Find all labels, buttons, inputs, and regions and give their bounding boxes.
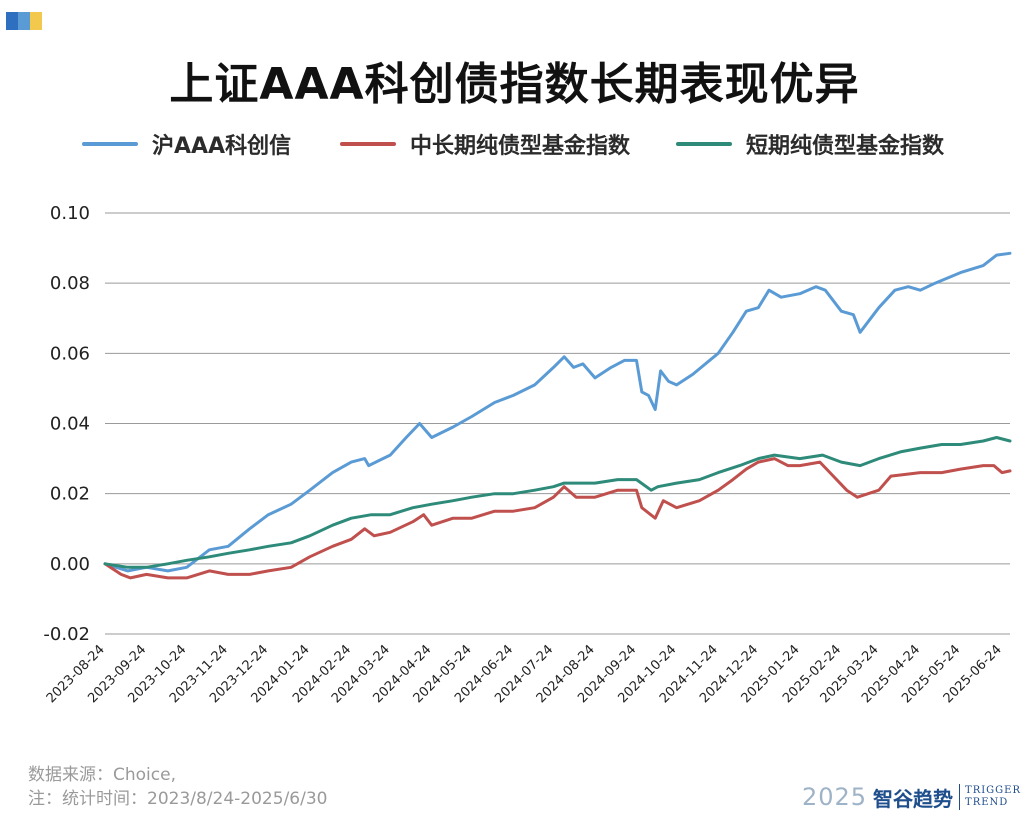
- y-tick-label: 0.08: [50, 273, 90, 294]
- x-axis-ticks: 2023-08-242023-09-242023-10-242023-11-24…: [44, 642, 1005, 706]
- corner-block-3: [30, 12, 42, 30]
- time-range-note: 注：统计时间：2023/8/24-2025/6/30: [28, 789, 328, 809]
- corner-block-1: [6, 12, 18, 30]
- series-line-1: [103, 251, 1012, 573]
- data-source-note: 数据来源：Choice,: [28, 765, 176, 785]
- brand-name-en-line-2: TREND: [965, 797, 1009, 808]
- corner-decoration: [6, 12, 42, 30]
- brand-name-en: TRIGGER TREND: [965, 785, 1021, 809]
- brand-logo: 2025 智谷趋势 TRIGGER TREND: [802, 781, 1021, 813]
- legend-label-series-2: 中长期纯债型基金指数: [410, 134, 631, 159]
- y-axis-ticks: -0.02 0.00 0.02 0.04 0.06 0.08 0.10: [43, 203, 90, 645]
- brand-year: 2025: [801, 783, 868, 811]
- brand-name-en-line-1: TRIGGER: [965, 785, 1021, 796]
- grid-lines: [105, 212, 1010, 635]
- chart-legend: 沪AAA科创信 中长期纯债型基金指数 短期纯债型基金指数: [0, 128, 1029, 160]
- brand-divider: [959, 784, 961, 810]
- y-tick-label: 0.02: [50, 484, 90, 505]
- legend-label-series-3: 短期纯债型基金指数: [746, 134, 945, 159]
- legend-item-series-3: 短期纯债型基金指数: [676, 128, 944, 160]
- legend-item-series-1: 沪AAA科创信: [82, 128, 291, 160]
- series-lines: [103, 251, 1012, 580]
- series-line-2: [103, 457, 1012, 580]
- legend-label-series-1: 沪AAA科创信: [152, 134, 292, 159]
- legend-swatch-series-2: [340, 142, 396, 146]
- y-tick-label: 0.04: [50, 414, 90, 435]
- brand-name-cn: 智谷趋势: [873, 786, 954, 811]
- legend-swatch-series-3: [676, 142, 732, 146]
- legend-item-series-2: 中长期纯债型基金指数: [340, 128, 630, 160]
- corner-block-2: [18, 12, 30, 30]
- series-line-3: [103, 436, 1012, 569]
- y-tick-label: 0.10: [50, 203, 90, 224]
- legend-swatch-series-1: [82, 142, 138, 146]
- y-tick-label: 0.06: [50, 343, 90, 364]
- y-tick-label: -0.02: [43, 624, 90, 645]
- y-tick-label: 0.00: [50, 554, 90, 575]
- chart-title: 上证AAA科创债指数长期表现优异: [169, 59, 860, 110]
